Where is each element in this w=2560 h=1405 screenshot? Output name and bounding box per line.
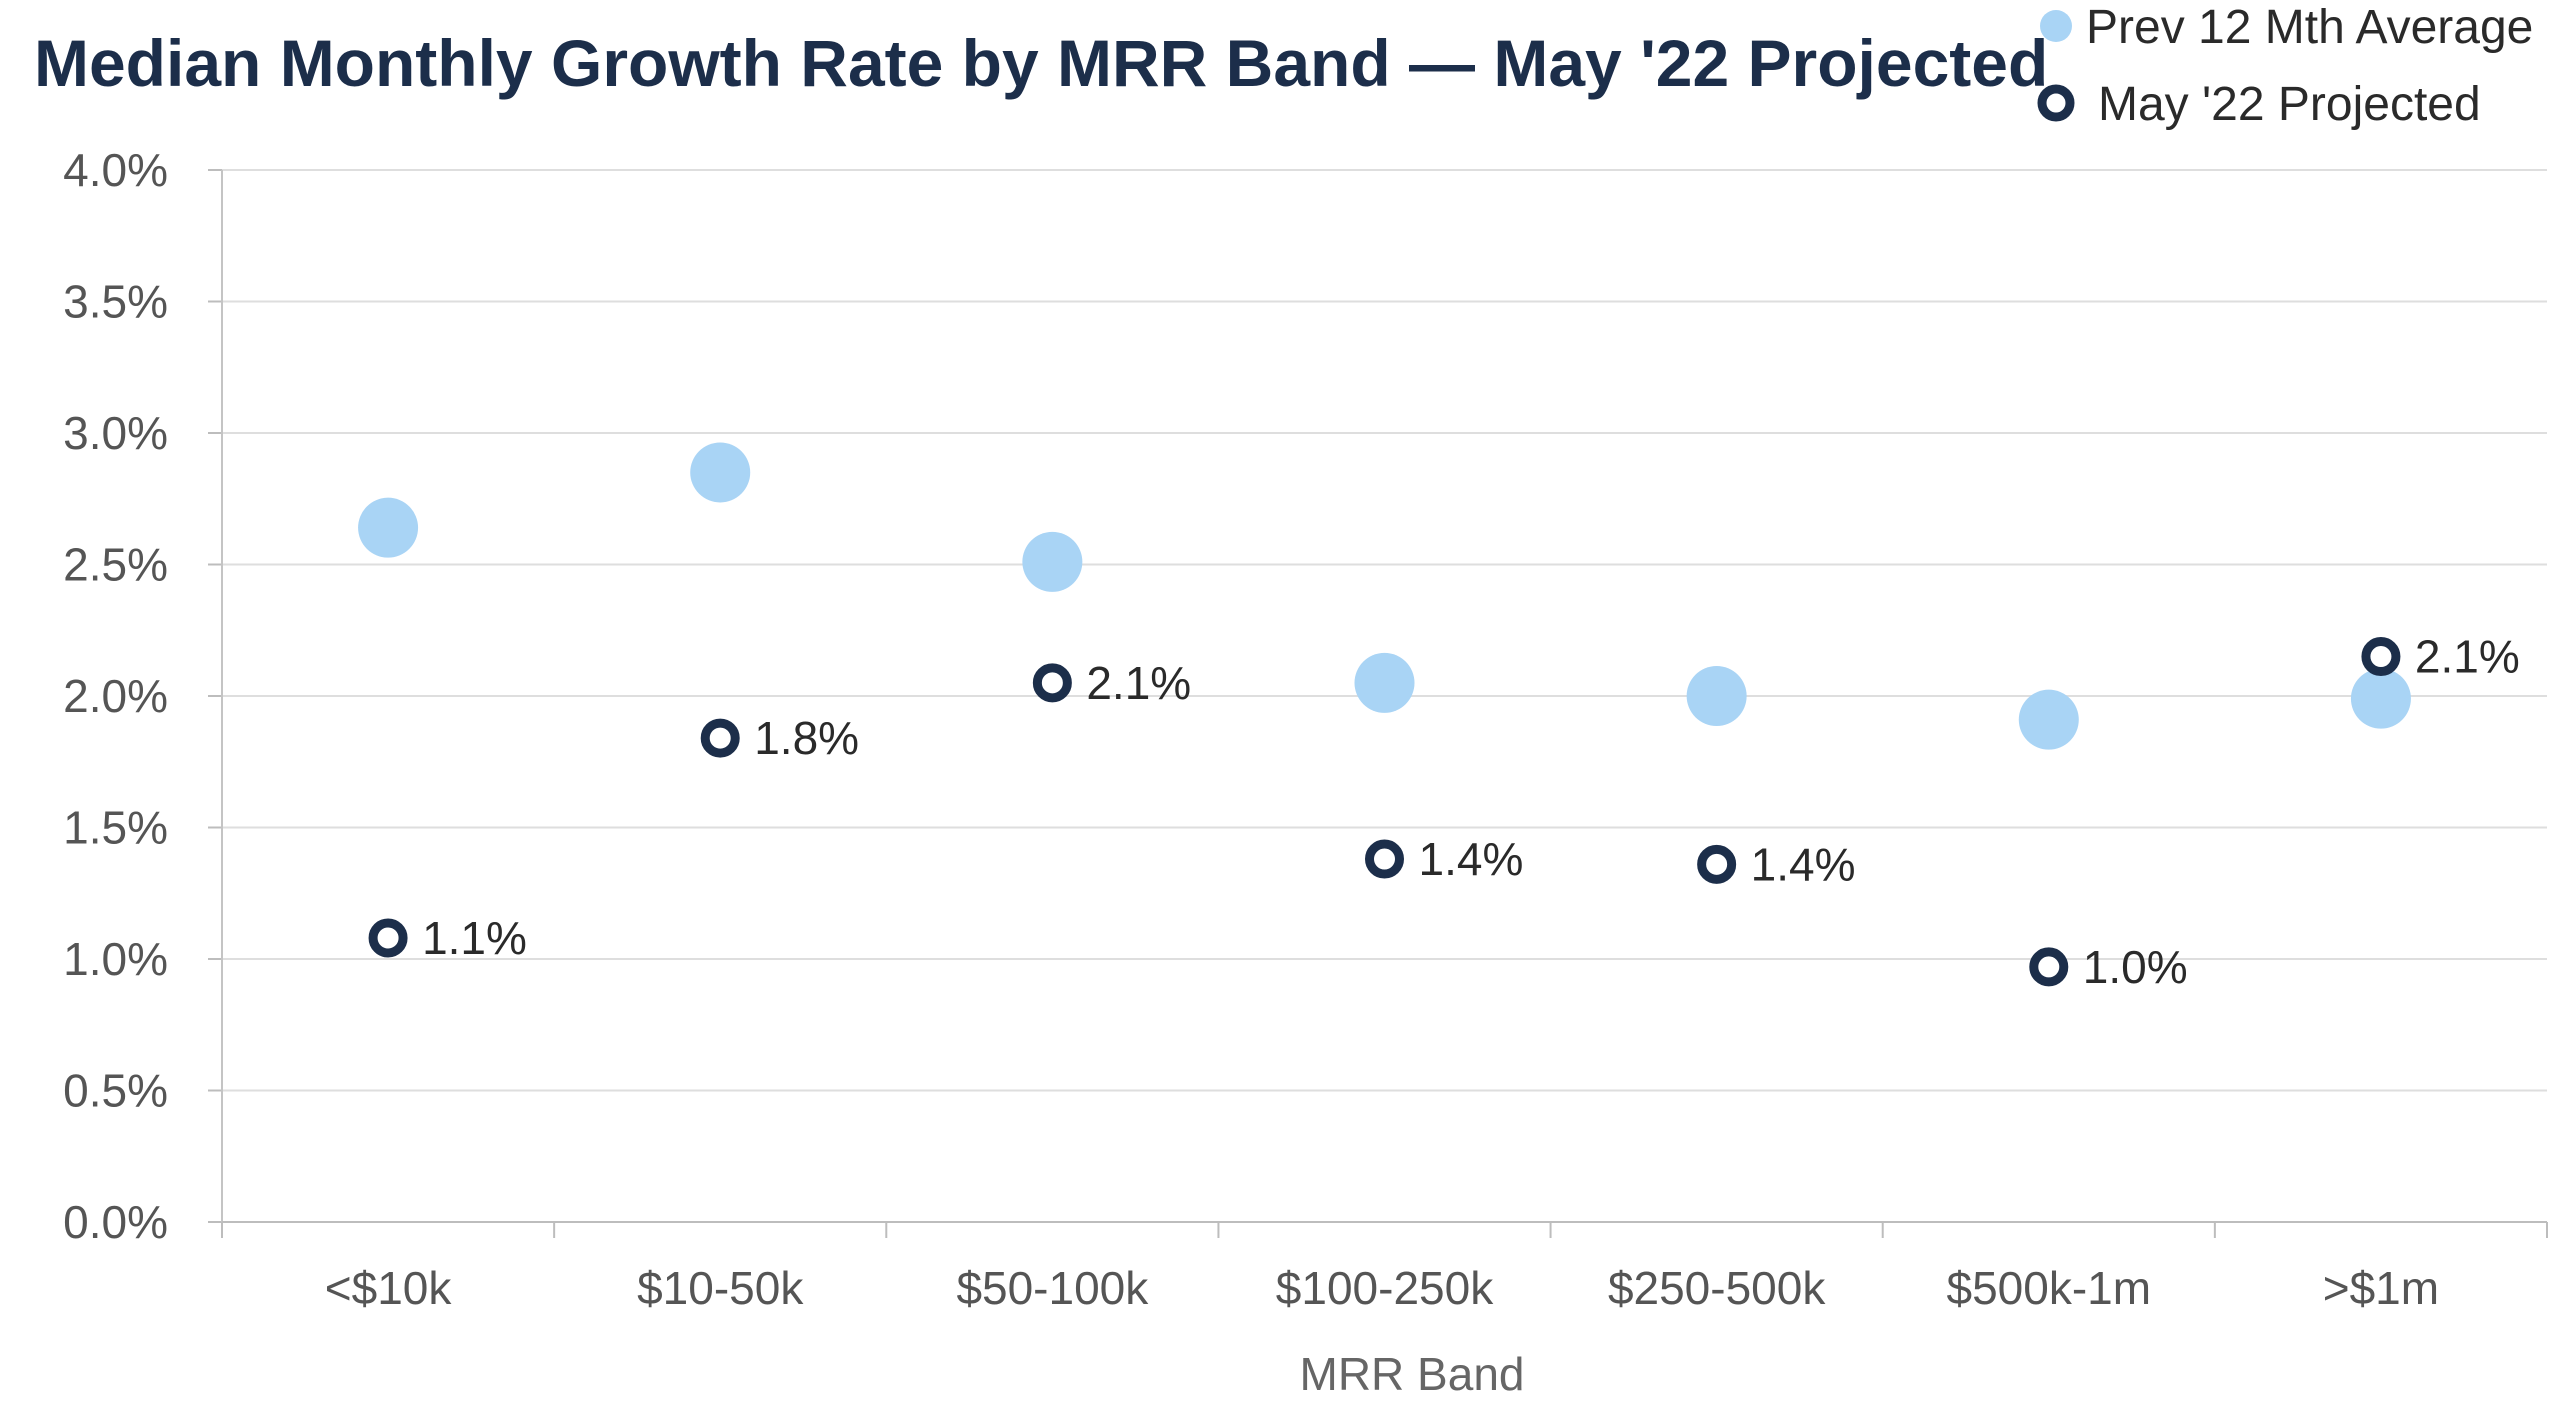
x-tick-label: $50-100k [956, 1262, 1149, 1314]
y-tick-label: 1.0% [63, 933, 168, 985]
legend-marker-prev-12-mth-average [2040, 10, 2072, 42]
x-axis-title: MRR Band [1300, 1348, 1525, 1400]
y-tick-label: 4.0% [63, 144, 168, 196]
x-tick-label: $10-50k [637, 1262, 804, 1314]
y-tick-label: 2.0% [63, 670, 168, 722]
x-tick-label: $100-250k [1276, 1262, 1494, 1314]
data-label-may-22-projected-10k: 1.1% [422, 912, 527, 964]
data-label-may-22-projected-250-500k: 1.4% [1751, 838, 1856, 890]
gridlines [222, 169, 2547, 1092]
point-prev-12-mth-average-1m [2350, 668, 2411, 729]
legend-marker-may-22-projected [2037, 84, 2075, 122]
point-may-22-projected-1m [2361, 637, 2401, 677]
point-may-22-projected-100-250k [1365, 839, 1404, 879]
x-axis: <$10k $10-50k $50-100k $100-250k $250-500k $5… [221, 170, 2548, 1314]
y-tick-label: 3.5% [63, 276, 168, 328]
point-may-22-projected-10-50k [700, 718, 740, 758]
x-tick-label: >$1m [2323, 1262, 2439, 1314]
legend-label-prev-12-mth-average: Prev 12 Mth Average [2086, 1, 2533, 54]
point-prev-12-mth-average-250-500k [1686, 666, 1747, 726]
data-label-may-22-projected-1m: 2.1% [2415, 631, 2520, 683]
x-tick-label: $500k-1m [1947, 1262, 2152, 1314]
legend: Prev 12 Mth Average May '22 Projected [2037, 1, 2533, 131]
legend-label-may-22-projected: May '22 Projected [2098, 78, 2481, 131]
point-may-22-projected-10k [368, 918, 408, 958]
y-tick-label: 0.0% [63, 1196, 168, 1248]
point-prev-12-mth-average-10-50k [690, 442, 751, 503]
data-label-may-22-projected-50-100k: 2.1% [1086, 657, 1191, 709]
y-tick-label: 3.0% [63, 407, 168, 459]
point-prev-12-mth-average-50-100k [1022, 531, 1083, 592]
data-label-may-22-projected-10-50k: 1.8% [754, 712, 859, 764]
y-tick-label: 0.5% [63, 1065, 168, 1117]
series-may-22-projected: 1.1% 1.8% 2.1% 1.4% 1.4% 1.0% 2.1% [368, 631, 2520, 993]
point-may-22-projected-500k-1m [2029, 947, 2069, 987]
y-axis-ticks: 0.0% 0.5% 1.0% 1.5% 2.0% 2.5% 3.0% 3.5% 4.0% [63, 144, 222, 1248]
x-tick-label: <$10k [325, 1262, 453, 1314]
point-prev-12-mth-average-100-250k [1354, 652, 1415, 713]
point-prev-12-mth-average-10k [358, 497, 419, 558]
point-prev-12-mth-average-500k-1m [2018, 689, 2079, 750]
point-may-22-projected-250-500k [1697, 844, 1737, 884]
data-label-may-22-projected-100-250k: 1.4% [1419, 833, 1524, 885]
y-tick-label: 2.5% [63, 539, 168, 591]
chart-title: Median Monthly Growth Rate by MRR Band —… [34, 26, 2048, 100]
y-tick-label: 1.5% [63, 802, 168, 854]
point-may-22-projected-50-100k [1032, 663, 1072, 703]
series-prev-12-mth-average [358, 442, 2411, 750]
x-tick-label: $250-500k [1608, 1262, 1826, 1314]
data-label-may-22-projected-500k-1m: 1.0% [2083, 941, 2188, 993]
